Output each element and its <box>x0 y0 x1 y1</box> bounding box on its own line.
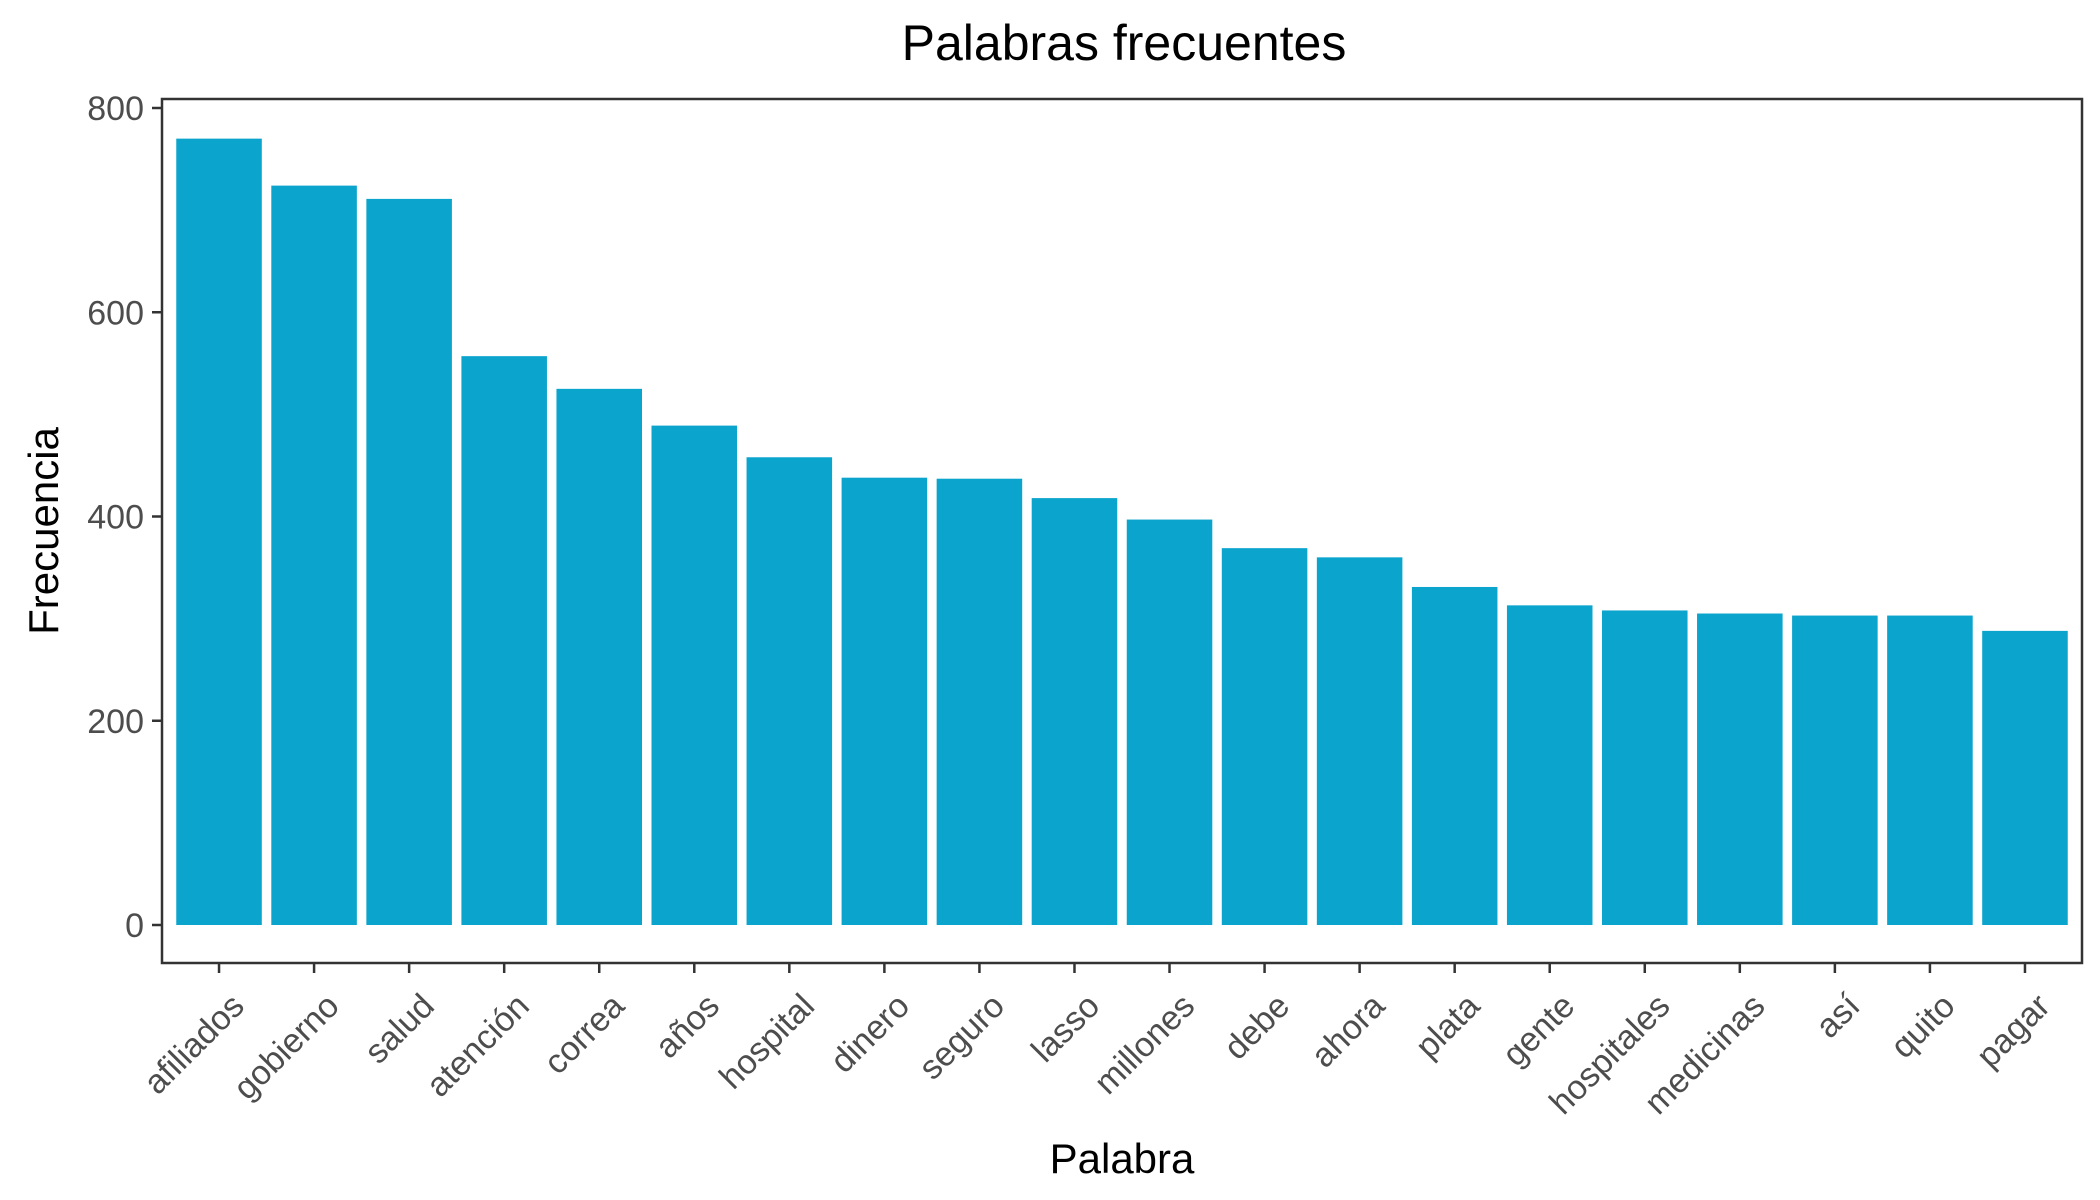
x-tick-label: debe <box>1217 987 1297 1067</box>
x-tick-label: seguro <box>912 987 1012 1087</box>
x-tick-label: ahora <box>1304 987 1392 1075</box>
x-tick-label: gobierno <box>226 987 346 1107</box>
x-tick-label: gente <box>1495 987 1582 1074</box>
x-tick-label: quito <box>1884 987 1963 1066</box>
bar-4 <box>556 388 642 926</box>
x-tick-label: hospital <box>712 987 822 1097</box>
bar-12 <box>1316 557 1403 925</box>
x-tick-label: dinero <box>823 987 917 1081</box>
bar-6 <box>746 457 833 925</box>
bar-7 <box>841 477 928 925</box>
x-tick-label: así <box>1809 986 1868 1045</box>
x-tick-label: correa <box>537 987 632 1082</box>
bar-15 <box>1602 610 1688 925</box>
x-tick-label: lasso <box>1024 987 1107 1070</box>
x-tick-label: salud <box>357 987 441 1071</box>
bar-1 <box>271 185 357 925</box>
y-tick-label: 200 <box>87 703 144 741</box>
y-axis-title: Frecuencia <box>20 426 67 634</box>
y-tick-label: 400 <box>87 499 144 537</box>
bar-5 <box>651 425 738 925</box>
x-tick-label: atención <box>419 987 537 1105</box>
x-tick-label: plata <box>1408 987 1487 1066</box>
y-tick-label: 800 <box>87 90 144 128</box>
plot-panel-border <box>160 97 2084 965</box>
bar-3 <box>461 356 547 925</box>
chart-title: Palabras frecuentes <box>902 15 1347 71</box>
x-axis-title: Palabra <box>1050 1135 1195 1182</box>
x-tick-label: pagar <box>1969 987 2057 1075</box>
x-tick-label: años <box>648 987 727 1066</box>
bar-10 <box>1126 519 1213 925</box>
y-tick-label: 0 <box>125 907 144 945</box>
y-axis: 0 200 400 600 800 <box>87 90 162 945</box>
bar-19 <box>1982 630 2068 925</box>
x-tick-label: millones <box>1087 987 1202 1102</box>
bar-2 <box>366 198 452 925</box>
bar-8 <box>936 478 1023 925</box>
y-tick-label: 600 <box>87 294 144 332</box>
bar-14 <box>1506 605 1593 925</box>
bar-11 <box>1221 548 1308 925</box>
bar-13 <box>1411 586 1498 925</box>
bar-18 <box>1887 615 1973 925</box>
bar-16 <box>1697 613 1783 925</box>
bar-9 <box>1031 498 1118 925</box>
bar-0 <box>176 138 262 925</box>
bar-17 <box>1792 615 1878 925</box>
bars-group <box>176 138 2068 926</box>
